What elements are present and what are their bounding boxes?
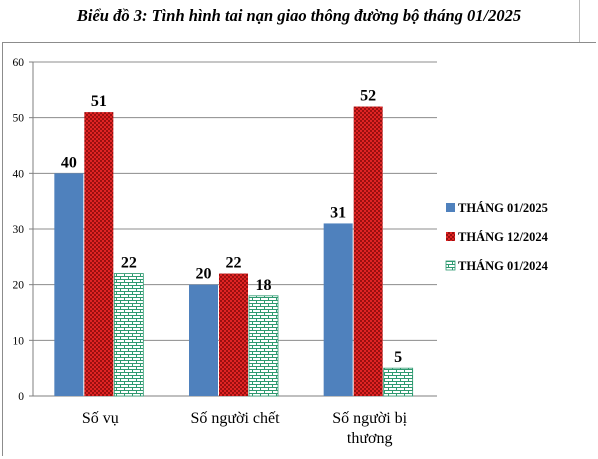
legend-label: THÁNG 01/2024 <box>458 259 549 273</box>
data-label: 5 <box>394 349 402 366</box>
data-label: 22 <box>226 255 242 272</box>
data-label: 20 <box>196 266 212 283</box>
data-label: 40 <box>61 154 77 171</box>
chart-frame <box>2 42 596 456</box>
bar <box>189 284 218 396</box>
frame-edge <box>579 0 580 42</box>
legend-swatch <box>445 260 456 271</box>
legend-label: THÁNG 01/2025 <box>458 201 548 215</box>
bar <box>353 106 383 397</box>
bar <box>54 173 84 396</box>
data-label: 51 <box>91 93 107 110</box>
legend-swatch <box>446 203 455 212</box>
data-label: 22 <box>121 255 137 272</box>
legend-swatch <box>446 232 455 241</box>
bar <box>323 223 353 396</box>
y-tick-label: 20 <box>13 280 25 292</box>
data-label: 52 <box>360 88 376 105</box>
x-tick-label: thương <box>347 430 393 447</box>
x-tick-label: Số người bị <box>332 410 407 427</box>
chart-title: Biểu đồ 3: Tình hình tai nạn giao thông … <box>76 6 522 25</box>
bar <box>248 295 279 397</box>
data-label: 18 <box>256 277 272 294</box>
x-tick-label: Số vụ <box>82 410 119 427</box>
y-tick-label: 50 <box>13 113 25 125</box>
data-label: 31 <box>330 204 346 221</box>
bar <box>84 112 114 396</box>
legend-label: THÁNG 12/2024 <box>458 230 549 244</box>
bar <box>383 367 414 397</box>
bar <box>113 273 144 397</box>
y-tick-label: 40 <box>13 168 25 180</box>
y-tick-label: 10 <box>13 335 25 347</box>
y-tick-label: 30 <box>13 224 25 236</box>
bar <box>219 273 248 396</box>
y-tick-label: 0 <box>18 391 24 403</box>
x-tick-label: Số người chết <box>190 410 280 427</box>
y-tick-label: 60 <box>13 57 25 69</box>
